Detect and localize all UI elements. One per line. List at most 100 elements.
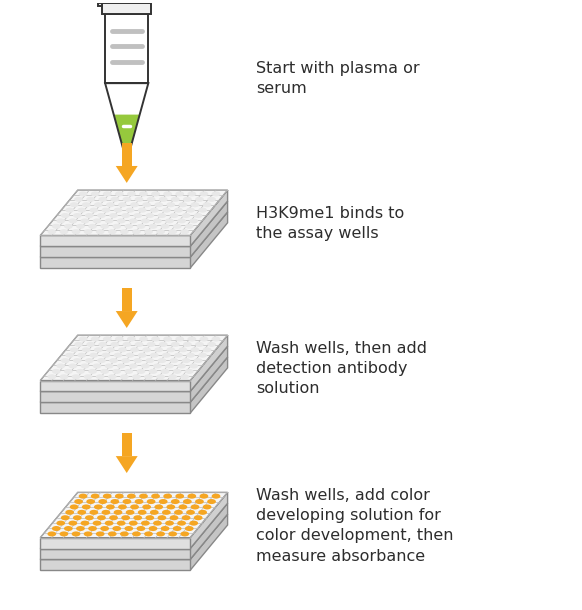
- Ellipse shape: [73, 515, 81, 520]
- Ellipse shape: [132, 229, 141, 234]
- Ellipse shape: [61, 515, 70, 520]
- Ellipse shape: [185, 369, 194, 374]
- Ellipse shape: [84, 531, 93, 536]
- Ellipse shape: [147, 499, 155, 504]
- Ellipse shape: [161, 526, 169, 531]
- Ellipse shape: [113, 510, 122, 515]
- Ellipse shape: [166, 347, 175, 353]
- Ellipse shape: [198, 510, 207, 515]
- Ellipse shape: [117, 218, 126, 223]
- Ellipse shape: [65, 353, 74, 357]
- Ellipse shape: [151, 192, 160, 196]
- Ellipse shape: [77, 353, 86, 357]
- Ellipse shape: [154, 202, 163, 207]
- Ellipse shape: [96, 531, 105, 536]
- Ellipse shape: [88, 224, 97, 229]
- Ellipse shape: [98, 342, 107, 347]
- Ellipse shape: [91, 192, 100, 196]
- Ellipse shape: [200, 493, 208, 499]
- Ellipse shape: [134, 197, 143, 202]
- Bar: [102, 3, 151, 13]
- Ellipse shape: [141, 520, 150, 526]
- Ellipse shape: [97, 213, 106, 218]
- Ellipse shape: [70, 202, 79, 207]
- Ellipse shape: [72, 375, 80, 379]
- Ellipse shape: [173, 369, 182, 374]
- Ellipse shape: [126, 353, 134, 357]
- Ellipse shape: [158, 358, 166, 363]
- Ellipse shape: [118, 202, 127, 207]
- Ellipse shape: [65, 207, 74, 213]
- Ellipse shape: [94, 202, 102, 207]
- Ellipse shape: [159, 197, 168, 202]
- Polygon shape: [40, 346, 228, 392]
- Ellipse shape: [147, 197, 155, 202]
- Ellipse shape: [139, 337, 148, 342]
- Polygon shape: [190, 503, 228, 559]
- Polygon shape: [40, 235, 190, 246]
- Ellipse shape: [165, 218, 174, 223]
- Ellipse shape: [175, 337, 184, 342]
- Ellipse shape: [101, 510, 111, 515]
- Ellipse shape: [74, 197, 83, 202]
- Ellipse shape: [72, 531, 80, 536]
- Ellipse shape: [69, 218, 77, 223]
- Ellipse shape: [169, 515, 178, 520]
- Polygon shape: [122, 433, 132, 456]
- Ellipse shape: [59, 375, 68, 379]
- Ellipse shape: [118, 504, 127, 509]
- Ellipse shape: [94, 504, 102, 509]
- Ellipse shape: [100, 526, 109, 531]
- Polygon shape: [40, 212, 228, 257]
- Bar: [105, 13, 148, 83]
- Ellipse shape: [156, 375, 165, 379]
- Ellipse shape: [126, 207, 134, 213]
- Ellipse shape: [164, 493, 172, 499]
- Ellipse shape: [117, 364, 126, 368]
- Ellipse shape: [158, 213, 166, 218]
- Ellipse shape: [105, 218, 113, 223]
- Ellipse shape: [168, 375, 177, 379]
- Ellipse shape: [76, 369, 85, 374]
- Ellipse shape: [174, 353, 183, 357]
- Ellipse shape: [138, 353, 147, 357]
- Polygon shape: [40, 201, 228, 246]
- Ellipse shape: [121, 515, 130, 520]
- Ellipse shape: [125, 224, 133, 229]
- Ellipse shape: [120, 229, 129, 234]
- Ellipse shape: [112, 224, 121, 229]
- Polygon shape: [98, 3, 102, 6]
- Text: Start with plasma or
serum: Start with plasma or serum: [257, 60, 420, 96]
- Ellipse shape: [130, 504, 139, 509]
- Ellipse shape: [93, 218, 101, 223]
- Ellipse shape: [109, 213, 118, 218]
- Ellipse shape: [77, 207, 86, 213]
- Ellipse shape: [80, 218, 89, 223]
- Ellipse shape: [132, 375, 141, 379]
- Ellipse shape: [64, 369, 73, 374]
- Ellipse shape: [61, 213, 70, 218]
- Ellipse shape: [203, 347, 211, 353]
- Ellipse shape: [141, 218, 150, 223]
- Polygon shape: [122, 143, 132, 166]
- Ellipse shape: [111, 499, 119, 504]
- Ellipse shape: [183, 499, 191, 504]
- Ellipse shape: [105, 364, 113, 368]
- Ellipse shape: [175, 192, 184, 196]
- Ellipse shape: [165, 520, 174, 526]
- Ellipse shape: [151, 337, 160, 342]
- Ellipse shape: [121, 213, 130, 218]
- Ellipse shape: [180, 229, 189, 234]
- Polygon shape: [40, 190, 228, 235]
- Ellipse shape: [113, 207, 122, 213]
- Ellipse shape: [59, 229, 68, 234]
- Ellipse shape: [207, 499, 216, 504]
- Ellipse shape: [64, 526, 73, 531]
- Ellipse shape: [178, 218, 186, 223]
- Ellipse shape: [189, 520, 198, 526]
- Ellipse shape: [142, 504, 151, 509]
- Polygon shape: [116, 456, 138, 473]
- Text: Wash wells, add color
developing solution for
color development, then
measure ab: Wash wells, add color developing solutio…: [257, 487, 454, 564]
- Ellipse shape: [212, 337, 221, 342]
- Ellipse shape: [80, 520, 89, 526]
